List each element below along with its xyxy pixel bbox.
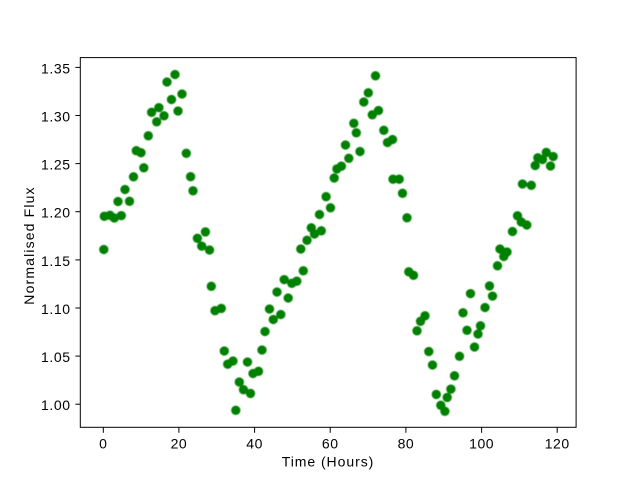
svg-text:100: 100 [469,436,494,452]
svg-text:20: 20 [171,436,188,452]
svg-text:1.00: 1.00 [41,397,71,413]
svg-text:60: 60 [322,436,339,452]
svg-text:1.15: 1.15 [41,253,71,269]
svg-text:1.25: 1.25 [41,157,71,173]
svg-text:0: 0 [99,436,107,452]
svg-text:80: 80 [398,436,415,452]
svg-text:40: 40 [246,436,263,452]
svg-text:1.10: 1.10 [41,301,71,317]
svg-text:1.20: 1.20 [41,205,71,221]
svg-text:Time (Hours): Time (Hours) [282,454,375,470]
svg-text:1.30: 1.30 [41,109,71,125]
svg-text:120: 120 [545,436,570,452]
svg-text:1.05: 1.05 [41,349,71,365]
svg-text:Normalised Flux: Normalised Flux [21,186,37,304]
svg-text:1.35: 1.35 [41,60,71,76]
